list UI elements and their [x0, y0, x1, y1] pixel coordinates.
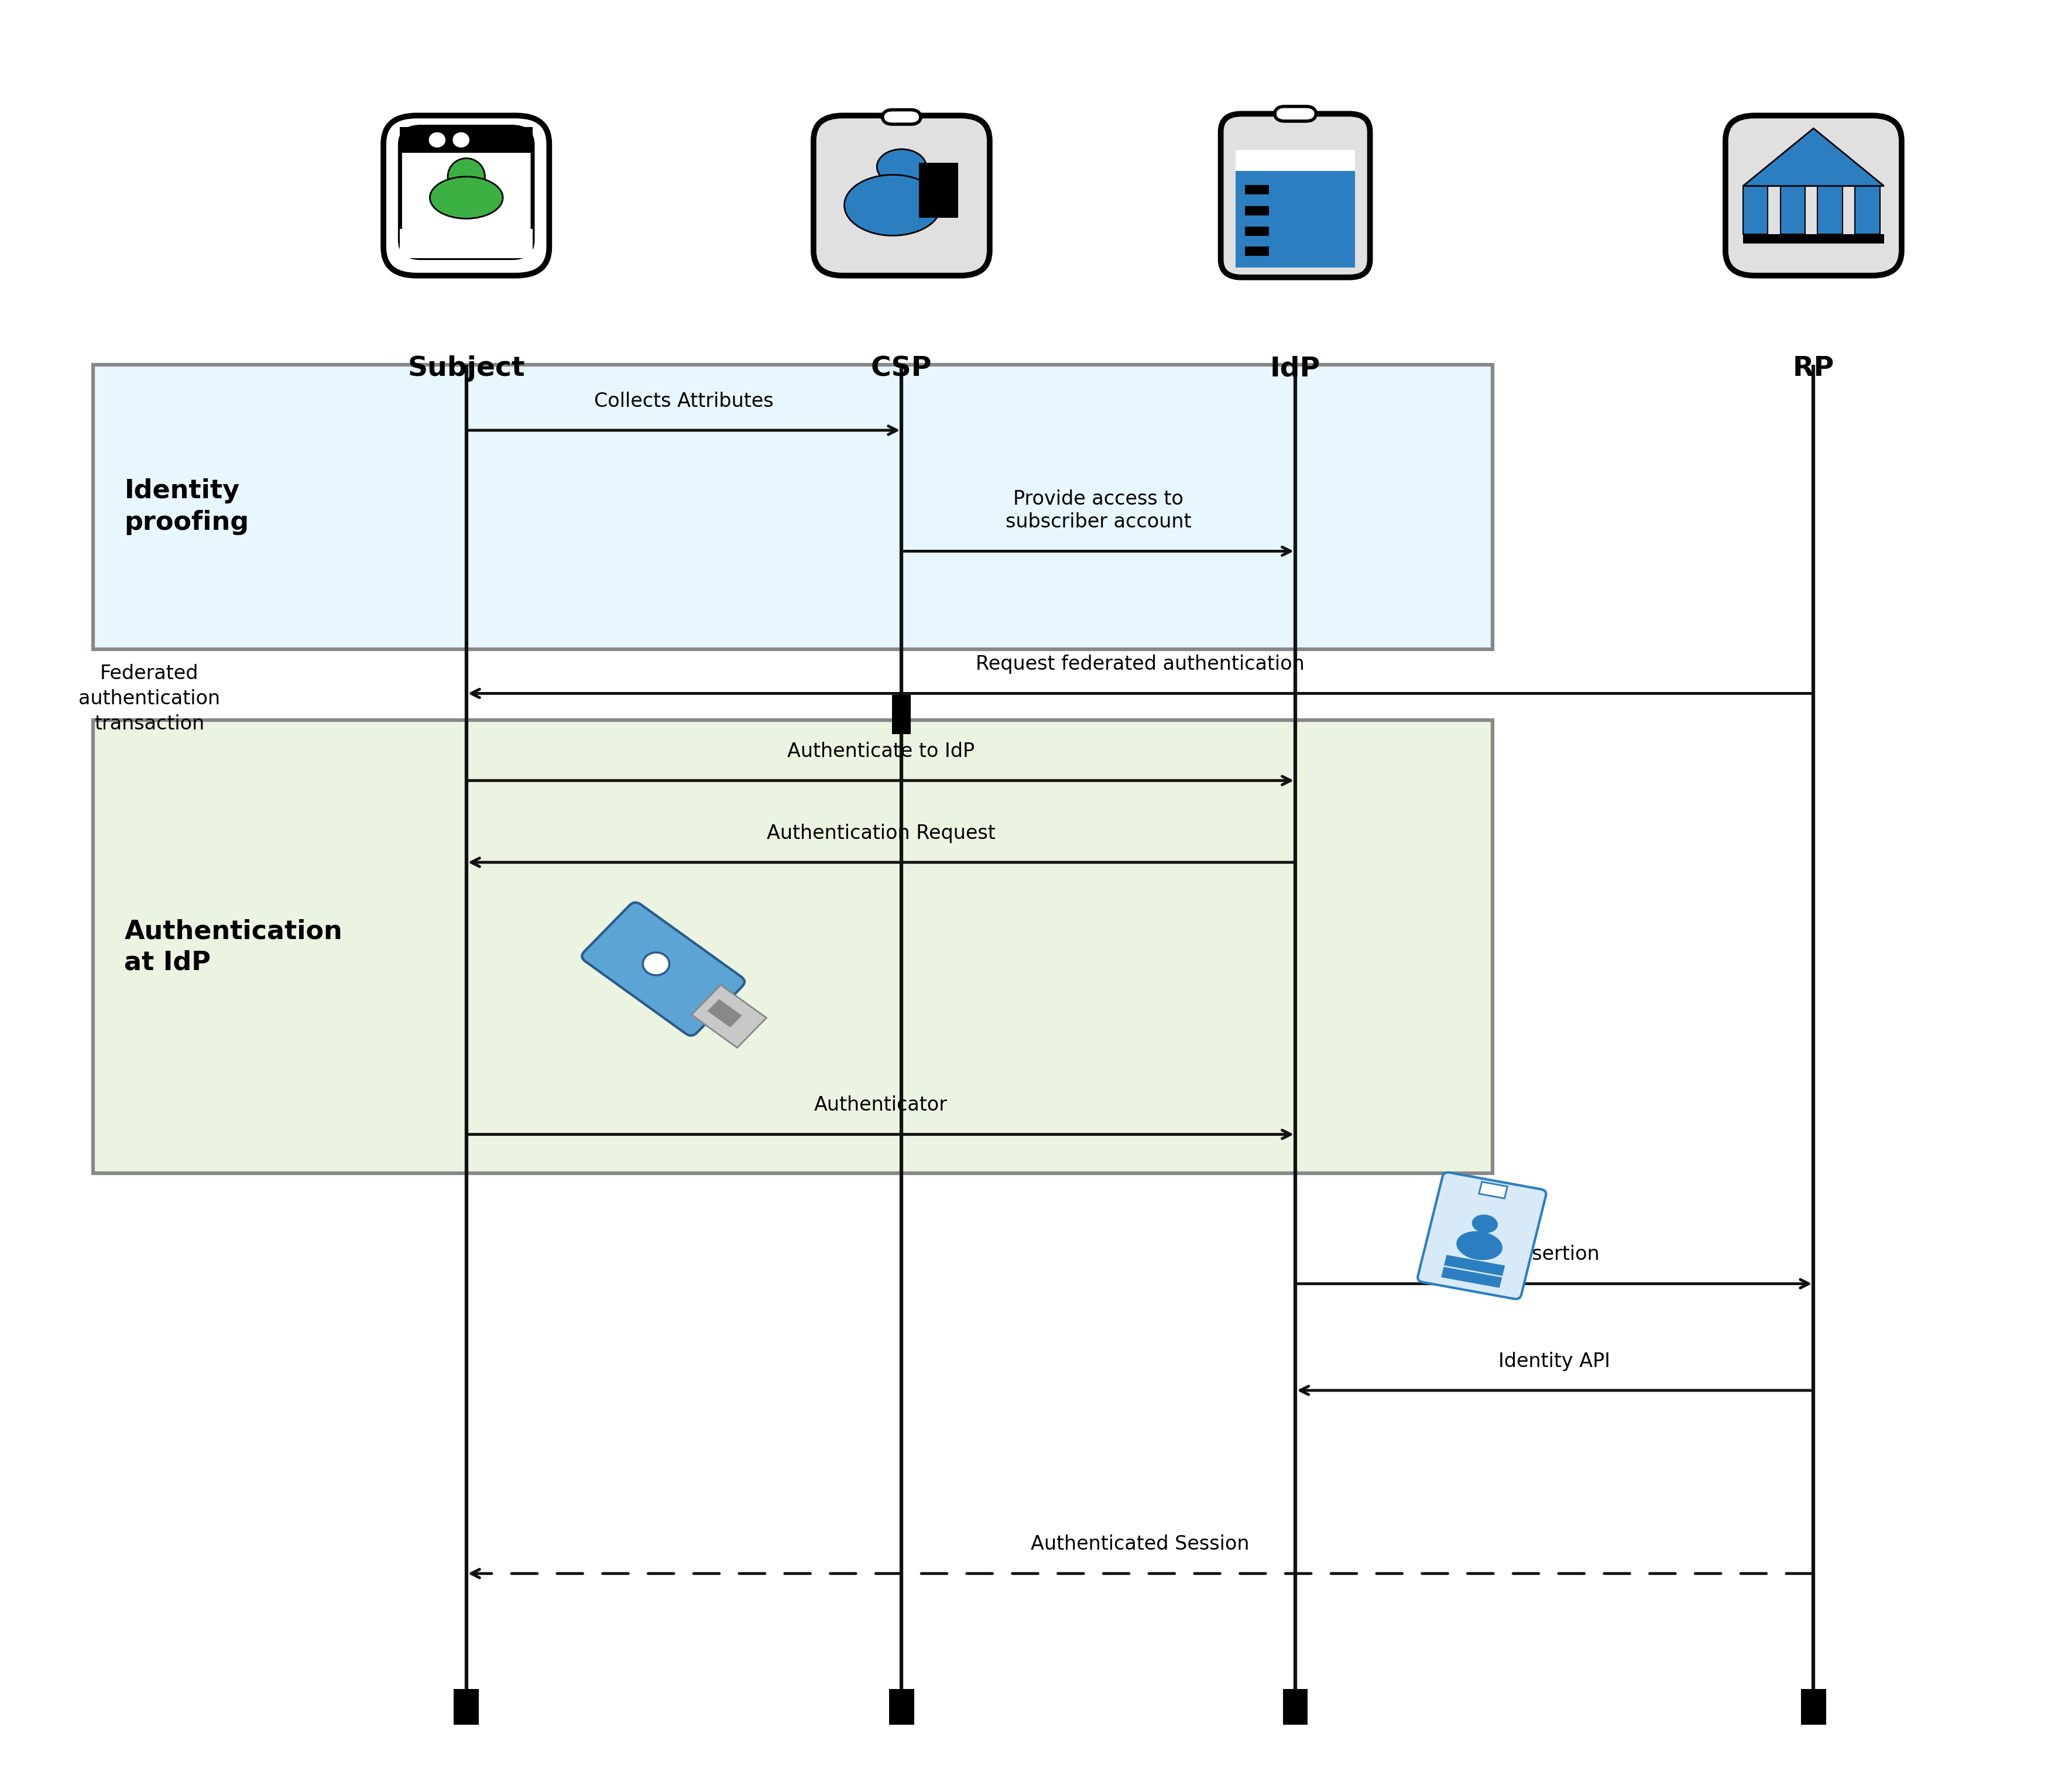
Text: Authenticated Session: Authenticated Session — [1030, 1534, 1249, 1554]
Text: Identity
proofing: Identity proofing — [124, 478, 249, 535]
Text: Authenticator: Authenticator — [814, 1095, 947, 1115]
Text: RP: RP — [1792, 356, 1834, 382]
FancyBboxPatch shape — [383, 116, 549, 276]
FancyBboxPatch shape — [1245, 226, 1268, 236]
FancyBboxPatch shape — [1235, 149, 1355, 171]
Text: Subject: Subject — [408, 356, 524, 382]
Text: IdP: IdP — [1270, 356, 1320, 382]
Text: Federated
authentication
transaction: Federated authentication transaction — [79, 663, 220, 734]
Ellipse shape — [454, 133, 468, 148]
FancyBboxPatch shape — [1440, 1266, 1502, 1287]
FancyBboxPatch shape — [1743, 235, 1883, 244]
Ellipse shape — [642, 953, 669, 976]
FancyBboxPatch shape — [454, 1689, 479, 1725]
FancyBboxPatch shape — [1235, 149, 1355, 267]
Ellipse shape — [843, 174, 941, 236]
FancyBboxPatch shape — [400, 126, 533, 258]
FancyBboxPatch shape — [889, 1689, 914, 1725]
Text: Request federated authentication: Request federated authentication — [976, 654, 1303, 674]
Ellipse shape — [448, 158, 485, 196]
Text: CSP: CSP — [870, 356, 932, 382]
FancyBboxPatch shape — [1801, 1689, 1825, 1725]
FancyBboxPatch shape — [883, 110, 920, 124]
FancyBboxPatch shape — [920, 162, 957, 185]
Ellipse shape — [429, 133, 445, 148]
Ellipse shape — [429, 176, 503, 219]
Polygon shape — [1743, 128, 1883, 187]
FancyBboxPatch shape — [400, 229, 533, 258]
FancyBboxPatch shape — [1417, 1172, 1546, 1300]
FancyBboxPatch shape — [582, 903, 744, 1035]
Text: Identity API: Identity API — [1498, 1351, 1610, 1371]
FancyBboxPatch shape — [1245, 206, 1268, 215]
Text: Collects Attributes: Collects Attributes — [595, 391, 773, 411]
Text: Assertion: Assertion — [1508, 1245, 1600, 1264]
FancyBboxPatch shape — [1780, 187, 1805, 235]
FancyBboxPatch shape — [1724, 116, 1900, 276]
FancyBboxPatch shape — [920, 178, 957, 201]
Text: Authenticate to IdP: Authenticate to IdP — [787, 741, 974, 761]
FancyBboxPatch shape — [93, 720, 1492, 1173]
FancyBboxPatch shape — [1245, 247, 1268, 256]
FancyBboxPatch shape — [891, 695, 912, 734]
Text: Provide access to
subscriber account: Provide access to subscriber account — [1005, 489, 1191, 532]
FancyBboxPatch shape — [1283, 1689, 1307, 1725]
FancyBboxPatch shape — [707, 999, 742, 1028]
FancyBboxPatch shape — [1444, 1255, 1504, 1277]
FancyBboxPatch shape — [692, 985, 767, 1047]
FancyBboxPatch shape — [1854, 187, 1879, 235]
FancyBboxPatch shape — [1220, 114, 1370, 277]
FancyBboxPatch shape — [1245, 185, 1268, 194]
FancyBboxPatch shape — [1274, 107, 1316, 121]
FancyBboxPatch shape — [812, 116, 990, 276]
FancyBboxPatch shape — [1817, 187, 1842, 235]
FancyBboxPatch shape — [1743, 187, 1767, 235]
FancyBboxPatch shape — [93, 364, 1492, 649]
Ellipse shape — [1471, 1214, 1498, 1232]
FancyBboxPatch shape — [400, 126, 533, 153]
Ellipse shape — [1457, 1230, 1502, 1261]
Ellipse shape — [876, 149, 926, 185]
FancyBboxPatch shape — [1479, 1182, 1506, 1198]
FancyBboxPatch shape — [920, 194, 957, 217]
Text: Authentication
at IdP: Authentication at IdP — [124, 919, 342, 974]
Text: Authentication Request: Authentication Request — [767, 823, 995, 843]
